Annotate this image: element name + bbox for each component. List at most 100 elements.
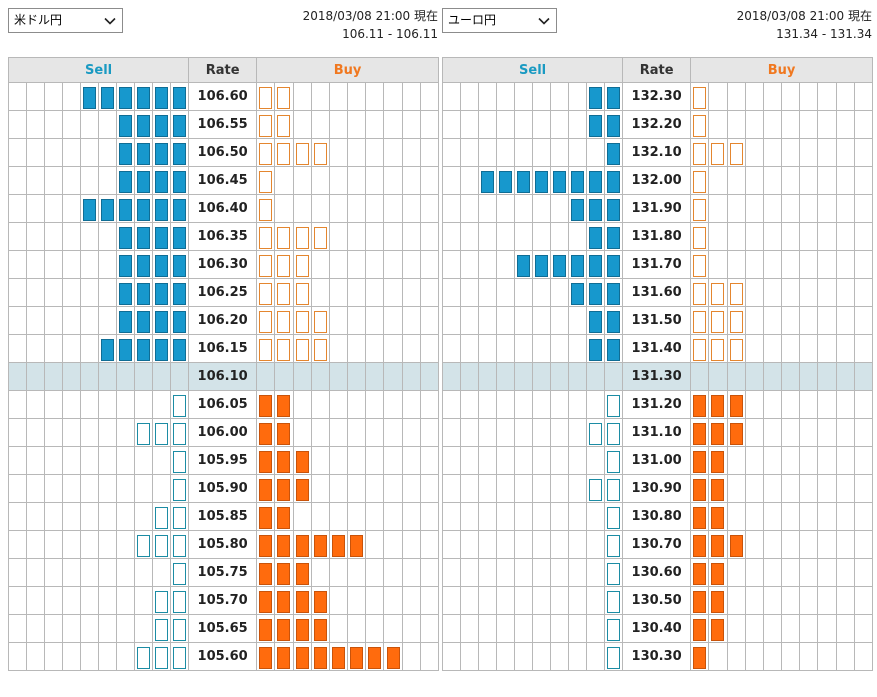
sell-cell: [116, 558, 135, 587]
buy-cell: [383, 82, 403, 111]
buy-cell: [835, 166, 855, 195]
sell-cell: [442, 586, 461, 615]
currency-pair-select[interactable]: ユーロ円: [442, 8, 557, 33]
sell-cell: [8, 362, 27, 391]
sell-cell: [98, 194, 117, 223]
sell-cell: [478, 82, 497, 111]
order-row: 106.35: [8, 222, 440, 251]
buy-cell: [347, 586, 367, 615]
sell-cell: [26, 530, 45, 559]
sell-order-bar-outline: [173, 563, 187, 585]
sell-order-bar-outline: [173, 591, 187, 613]
sell-cell: [496, 138, 515, 167]
sell-cell: [478, 558, 497, 587]
buy-order-bar-outline: [693, 227, 707, 249]
buy-order-bar-filled: [277, 619, 291, 641]
buy-order-bar-filled: [277, 647, 291, 669]
buy-cell: [726, 362, 746, 391]
order-book-table: Sell Rate Buy 106.60 106.55 106.50 106.45 10…: [7, 57, 440, 671]
sell-cell: [586, 82, 605, 111]
sell-cell: [152, 194, 171, 223]
sell-cell: [80, 194, 99, 223]
buy-cell: [726, 614, 746, 643]
buy-cell: [835, 558, 855, 587]
buy-cell: [310, 278, 330, 307]
buy-cell: [347, 278, 367, 307]
chevron-down-icon: [104, 17, 116, 25]
buy-cell: [762, 418, 783, 447]
sell-cell: [514, 390, 533, 419]
sell-cell: [496, 194, 515, 223]
sell-cell: [568, 586, 587, 615]
buy-cell: [256, 502, 276, 531]
sell-order-bar-outline: [155, 507, 168, 529]
sell-cell: [44, 250, 63, 279]
buy-cell: [853, 334, 874, 363]
sell-cell: [550, 110, 569, 139]
sell-order-bar-filled: [571, 171, 584, 193]
buy-order-bar-filled: [259, 563, 273, 585]
currency-pair-select[interactable]: 米ドル円: [8, 8, 123, 33]
buy-cell: [292, 82, 312, 111]
sell-order-bar-outline: [607, 479, 621, 501]
order-row: 132.20: [442, 110, 874, 139]
sell-cell: [568, 642, 587, 671]
sell-cell: [603, 110, 624, 139]
sell-cell: [586, 306, 605, 335]
sell-cell: [116, 642, 135, 671]
buy-cell: [781, 390, 801, 419]
buy-cell: [799, 250, 819, 279]
bid-ask-rate: 106.11 - 106.11: [342, 27, 438, 41]
sell-order-bar-filled: [155, 115, 168, 137]
buy-order-bar-outline: [259, 255, 273, 277]
buy-cell: [708, 558, 728, 587]
buy-cell: [274, 82, 294, 111]
sell-cell: [26, 82, 45, 111]
sell-cell: [442, 250, 461, 279]
buy-cell: [292, 194, 312, 223]
buy-cell: [310, 390, 330, 419]
sell-cell: [586, 614, 605, 643]
buy-cell: [781, 530, 801, 559]
sell-cell: [62, 334, 81, 363]
sell-order-bar-filled: [589, 87, 602, 109]
sell-order-bar-filled: [589, 171, 602, 193]
buy-cell: [383, 334, 403, 363]
sell-cell: [8, 474, 27, 503]
sell-order-bar-outline: [137, 423, 150, 445]
buy-cell: [726, 586, 746, 615]
buy-cell: [419, 418, 440, 447]
sell-cell: [62, 82, 81, 111]
buy-cell: [292, 306, 312, 335]
buy-order-bar-filled: [259, 591, 273, 613]
buy-cell: [835, 446, 855, 475]
sell-cell: [532, 418, 551, 447]
sell-order-bar-filled: [481, 171, 494, 193]
buy-cell: [274, 278, 294, 307]
buy-order-bar-outline: [313, 143, 327, 165]
buy-cell: [365, 82, 385, 111]
order-book-header: Sell Rate Buy: [441, 57, 874, 83]
sell-cell: [98, 278, 117, 307]
sell-cell: [478, 642, 497, 671]
sell-cell: [568, 166, 587, 195]
buy-cell: [383, 586, 403, 615]
buy-order-bar-filled: [693, 619, 707, 641]
buy-cell: [744, 502, 764, 531]
sell-cell: [152, 446, 171, 475]
buy-cell: [853, 474, 874, 503]
sell-order-bar-outline: [607, 507, 621, 529]
sell-cell: [98, 138, 117, 167]
rate-cell: 106.55: [188, 110, 258, 139]
buy-cell: [365, 166, 385, 195]
order-row: 106.55: [8, 110, 440, 139]
sell-cell: [44, 166, 63, 195]
buy-cell: [401, 194, 421, 223]
buy-cell: [799, 530, 819, 559]
order-row: 130.90: [442, 474, 874, 503]
rate-cell: 130.50: [622, 586, 692, 615]
buy-order-bar-outline: [693, 199, 707, 221]
buy-cell: [365, 138, 385, 167]
sell-order-bar-outline: [607, 647, 621, 669]
buy-cell: [310, 250, 330, 279]
